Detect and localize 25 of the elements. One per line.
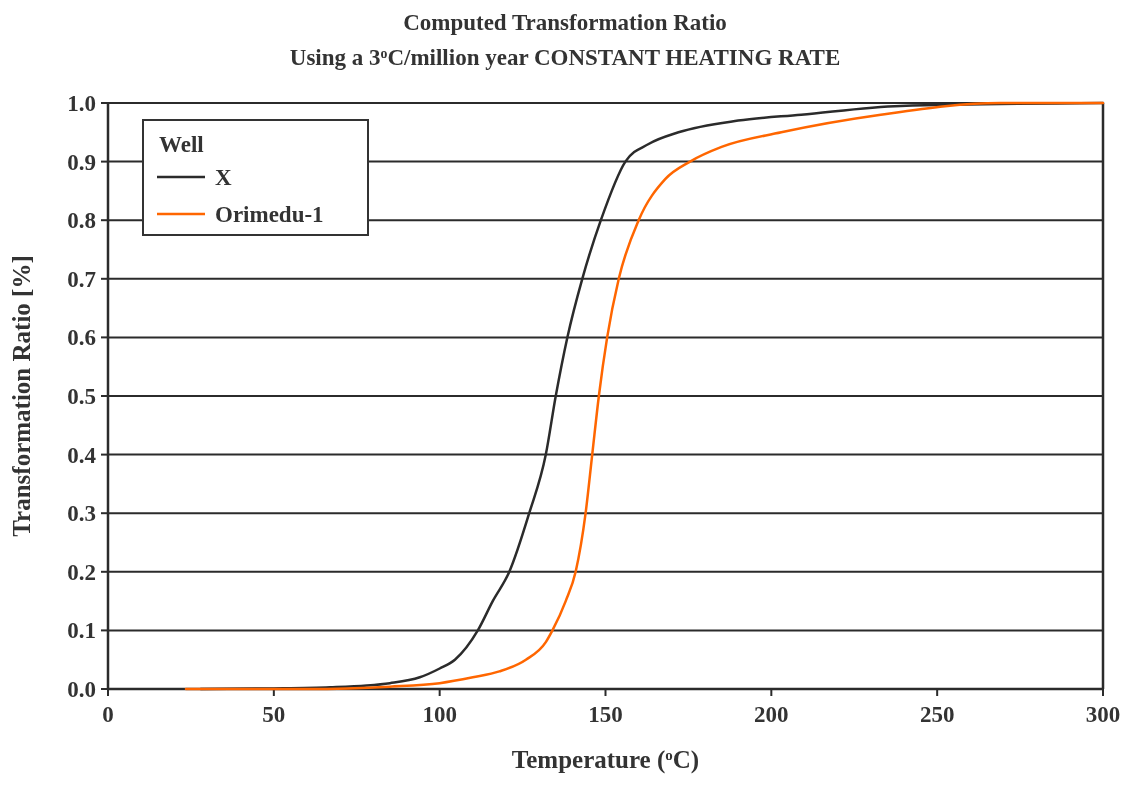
x-axis-title: Temperature ($^{o}$C): [511, 746, 700, 774]
x-tick-label: 200: [754, 702, 789, 727]
y-tick-label: 0.7: [67, 266, 96, 292]
y-tick-label: 1.0: [67, 91, 96, 117]
x-tick-label: 50: [262, 702, 286, 727]
y-tick-label: 0.0: [67, 677, 96, 703]
y-tick-label: 0.9: [67, 149, 96, 175]
x-tick-label: 0: [102, 702, 114, 727]
y-axis-title: Transformation Ratio [%]: [8, 255, 35, 537]
x-tick-label: 250: [919, 702, 955, 727]
chart-subtitle: Using a 3$^{o}$C/million year CONSTANT HEATING RATE: [289, 45, 841, 70]
legend-title: Well: [159, 132, 204, 157]
x-tick-label: 100: [422, 702, 457, 727]
x-tick-label: 300: [1085, 702, 1121, 727]
y-tick-label: 0.1: [67, 618, 96, 644]
y-tick-label: 0.3: [67, 501, 96, 527]
legend-label: X: [215, 165, 232, 190]
legend-label: Orimedu-1: [215, 202, 324, 227]
y-tick-label: 0.5: [67, 384, 96, 410]
y-tick-label: 0.6: [67, 325, 96, 351]
y-tick-label: 0.2: [67, 559, 96, 585]
chart-title: Computed Transformation Ratio: [403, 10, 727, 35]
x-tick-label: 150: [588, 702, 623, 727]
y-tick-label: 0.8: [67, 208, 96, 234]
y-tick-label: 0.4: [67, 442, 97, 468]
